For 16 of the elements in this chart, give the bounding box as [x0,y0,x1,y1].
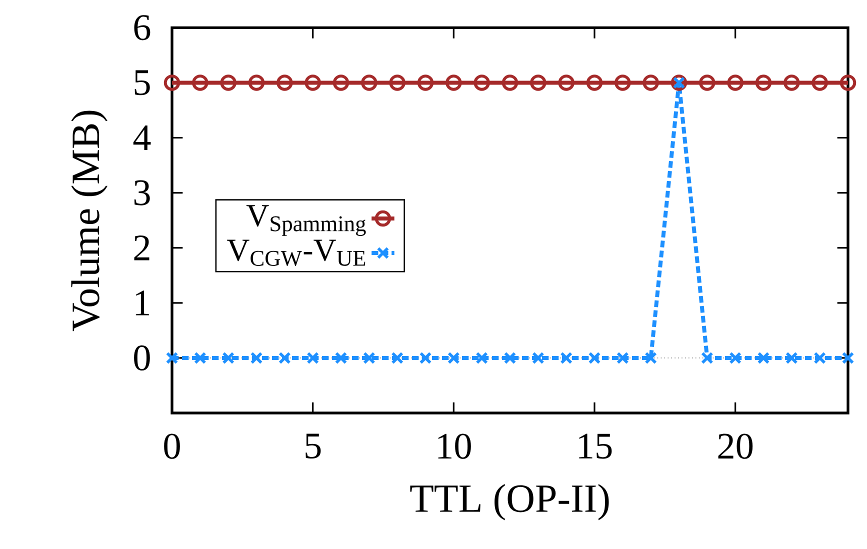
y-tick-label: 3 [134,180,150,206]
x-tick-label: 20 [718,434,753,459]
y-tick-label: 4 [133,125,151,150]
x-tick-label: 5 [306,434,321,458]
legend-label: V$_{Spamming}$ [246,205,366,236]
y-tick-label: 2 [134,235,150,260]
y-tick-label: 5 [134,70,150,96]
y-tick-label: 1 [136,290,150,316]
y-axis-title: Volume (MB) [71,110,108,332]
x-tick-label: 15 [579,434,612,459]
legend-label: V$_{CGW}$-V$_{UE}$ [226,240,366,266]
x-axis-title: TTL (OP-II) [410,484,609,520]
x-tick-label: 10 [438,434,471,459]
y-tick-label: 0 [134,345,150,371]
y-tick-label: 6 [134,15,150,40]
x-tick-label: 0 [164,434,180,459]
